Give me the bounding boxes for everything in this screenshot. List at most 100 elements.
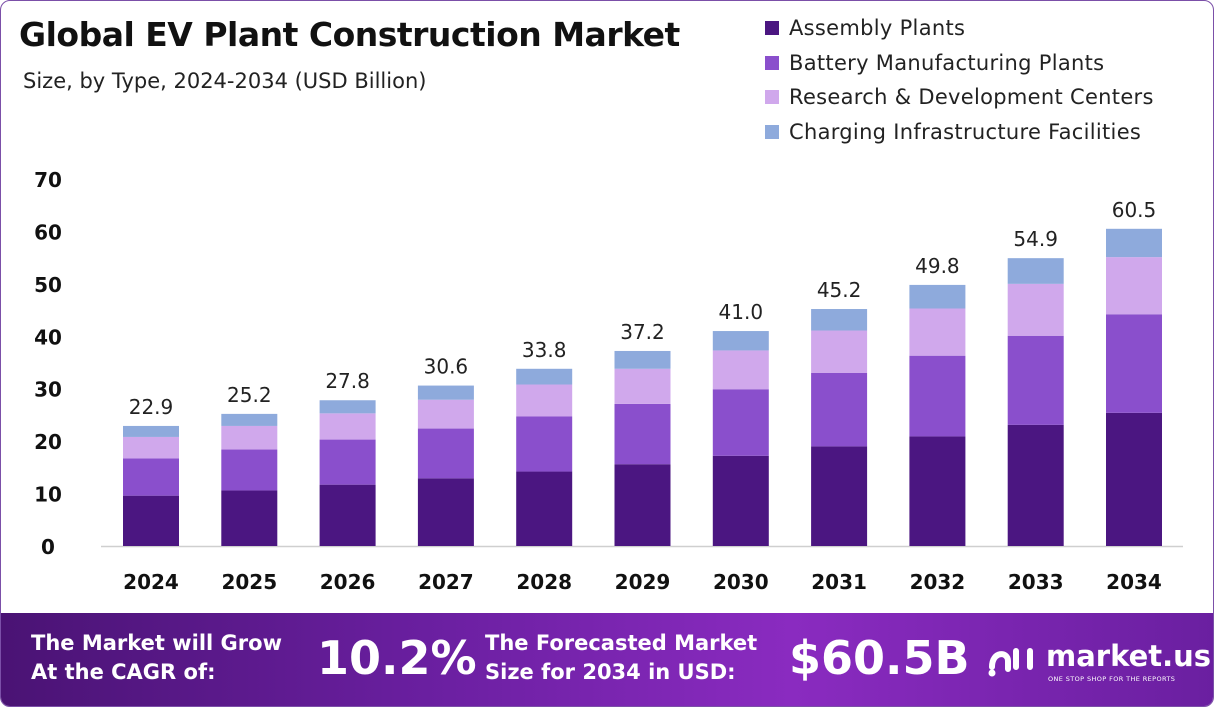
y-tick-label: 70 bbox=[34, 168, 62, 192]
x-tick-label: 2034 bbox=[1106, 570, 1162, 594]
y-tick-label: 20 bbox=[34, 430, 62, 454]
bar-segment-battery-2025 bbox=[221, 449, 278, 491]
bar-segment-assembly-2025 bbox=[221, 490, 278, 546]
bar-segment-rnd-2033 bbox=[1007, 283, 1064, 336]
forecast-label-line2: Size for 2034 in USD: bbox=[485, 660, 736, 684]
bar-segment-assembly-2026 bbox=[319, 484, 376, 546]
legend-item-assembly-plants: Assembly Plants bbox=[765, 11, 1154, 46]
bar-segment-assembly-2032 bbox=[909, 436, 966, 546]
y-tick-label: 50 bbox=[34, 273, 62, 297]
legend-swatch bbox=[765, 21, 779, 36]
cagr-label-line2: At the CAGR of: bbox=[31, 660, 216, 684]
y-tick-label: 0 bbox=[41, 535, 55, 559]
x-tick-label: 2032 bbox=[910, 570, 966, 594]
bar-segment-battery-2030 bbox=[712, 389, 769, 456]
bar-segment-battery-2024 bbox=[123, 458, 179, 496]
bar-total-label: 45.2 bbox=[817, 278, 862, 302]
bar-total-label: 27.8 bbox=[325, 369, 370, 393]
bar-segment-assembly-2030 bbox=[712, 455, 769, 546]
legend-label: Assembly Plants bbox=[789, 16, 966, 41]
bar-segment-rnd-2024 bbox=[123, 436, 179, 459]
x-tick-label: 2024 bbox=[123, 570, 179, 594]
x-tick-label: 2025 bbox=[221, 570, 277, 594]
bar-segment-charging-2031 bbox=[811, 309, 868, 331]
legend: Assembly Plants Battery Manufacturing Pl… bbox=[765, 11, 1154, 149]
x-tick-label: 2031 bbox=[811, 570, 867, 594]
bar-segment-assembly-2033 bbox=[1007, 424, 1064, 546]
bar-segment-rnd-2027 bbox=[417, 399, 474, 429]
cagr-value: 10.2% bbox=[317, 631, 477, 685]
legend-swatch bbox=[765, 55, 779, 70]
forecast-value: $60.5B bbox=[789, 631, 970, 685]
y-tick-label: 40 bbox=[34, 325, 62, 349]
y-tick-label: 10 bbox=[34, 483, 62, 507]
bar-total-label: 60.5 bbox=[1112, 198, 1157, 222]
chart-title: Global EV Plant Construction Market bbox=[19, 15, 680, 54]
bar-total-label: 49.8 bbox=[915, 254, 960, 278]
bar-segment-rnd-2030 bbox=[712, 350, 769, 390]
summary-banner: The Market will Grow At the CAGR of: 10.… bbox=[1, 613, 1213, 706]
legend-label: Research & Development Centers bbox=[789, 85, 1154, 110]
bar-segment-battery-2026 bbox=[319, 439, 376, 485]
bar-segment-charging-2024 bbox=[123, 425, 179, 437]
bar-segment-charging-2026 bbox=[319, 400, 376, 414]
bar-total-label: 41.0 bbox=[719, 300, 764, 324]
bar-segment-charging-2030 bbox=[712, 331, 769, 351]
legend-label: Battery Manufacturing Plants bbox=[789, 50, 1105, 75]
legend-swatch bbox=[765, 90, 779, 105]
bar-total-label: 33.8 bbox=[522, 338, 567, 362]
legend-swatch bbox=[765, 124, 779, 139]
bar-segment-charging-2028 bbox=[516, 368, 573, 385]
bar-segment-assembly-2024 bbox=[123, 495, 179, 546]
bar-segment-rnd-2034 bbox=[1106, 257, 1162, 315]
bar-total-label: 25.2 bbox=[227, 383, 272, 407]
bar-total-label: 37.2 bbox=[620, 320, 665, 344]
bar-segment-charging-2033 bbox=[1007, 258, 1064, 284]
x-tick-label: 2030 bbox=[713, 570, 769, 594]
bar-segment-charging-2027 bbox=[417, 385, 474, 400]
bar-segment-rnd-2028 bbox=[516, 384, 573, 417]
legend-item-charging-infrastructure-facilities: Charging Infrastructure Facilities bbox=[765, 115, 1154, 150]
bar-segment-charging-2025 bbox=[221, 413, 278, 426]
stacked-bar-chart: 01020304050607022.9202425.2202527.820263… bbox=[34, 168, 1183, 594]
x-tick-label: 2027 bbox=[418, 570, 474, 594]
market-us-logo-icon bbox=[988, 648, 1033, 677]
bar-segment-assembly-2028 bbox=[516, 471, 573, 546]
bar-segment-assembly-2029 bbox=[614, 464, 671, 546]
bar-segment-charging-2034 bbox=[1106, 228, 1162, 258]
bar-segment-rnd-2025 bbox=[221, 425, 278, 450]
bar-segment-rnd-2031 bbox=[811, 330, 868, 373]
bar-segment-battery-2029 bbox=[614, 403, 671, 465]
bar-segment-battery-2033 bbox=[1007, 335, 1064, 425]
legend-item-research-development-centers: Research & Development Centers bbox=[765, 80, 1154, 115]
bar-segment-battery-2032 bbox=[909, 355, 966, 437]
bar-segment-rnd-2029 bbox=[614, 368, 671, 404]
bar-segment-battery-2028 bbox=[516, 416, 573, 472]
bar-segment-battery-2027 bbox=[417, 428, 474, 479]
bar-segment-assembly-2034 bbox=[1106, 412, 1162, 546]
brand-logo: market.us ONE STOP SHOP FOR THE REPORTS bbox=[986, 631, 1211, 691]
legend-item-battery-manufacturing-plants: Battery Manufacturing Plants bbox=[765, 46, 1154, 81]
brand-name: market.us bbox=[1046, 639, 1212, 673]
bar-segment-assembly-2027 bbox=[417, 478, 474, 546]
bar-total-label: 22.9 bbox=[129, 395, 174, 419]
chart-subtitle: Size, by Type, 2024-2034 (USD Billion) bbox=[23, 69, 427, 93]
x-tick-label: 2028 bbox=[516, 570, 572, 594]
x-tick-label: 2029 bbox=[615, 570, 671, 594]
y-tick-label: 30 bbox=[34, 378, 62, 402]
bar-segment-charging-2029 bbox=[614, 350, 671, 369]
bar-total-label: 54.9 bbox=[1013, 227, 1058, 251]
x-tick-label: 2026 bbox=[320, 570, 376, 594]
bar-segment-battery-2034 bbox=[1106, 314, 1162, 413]
y-tick-label: 60 bbox=[34, 220, 62, 244]
bar-segment-charging-2032 bbox=[909, 284, 966, 309]
bar-segment-battery-2031 bbox=[811, 372, 868, 447]
x-tick-label: 2033 bbox=[1008, 570, 1064, 594]
bar-segment-assembly-2031 bbox=[811, 446, 868, 546]
brand-tagline: ONE STOP SHOP FOR THE REPORTS bbox=[1048, 675, 1176, 683]
bar-segment-rnd-2026 bbox=[319, 413, 376, 440]
bar-total-label: 30.6 bbox=[424, 355, 469, 379]
forecast-label-line1: The Forecasted Market bbox=[485, 631, 758, 655]
cagr-label-line1: The Market will Grow bbox=[31, 631, 282, 655]
